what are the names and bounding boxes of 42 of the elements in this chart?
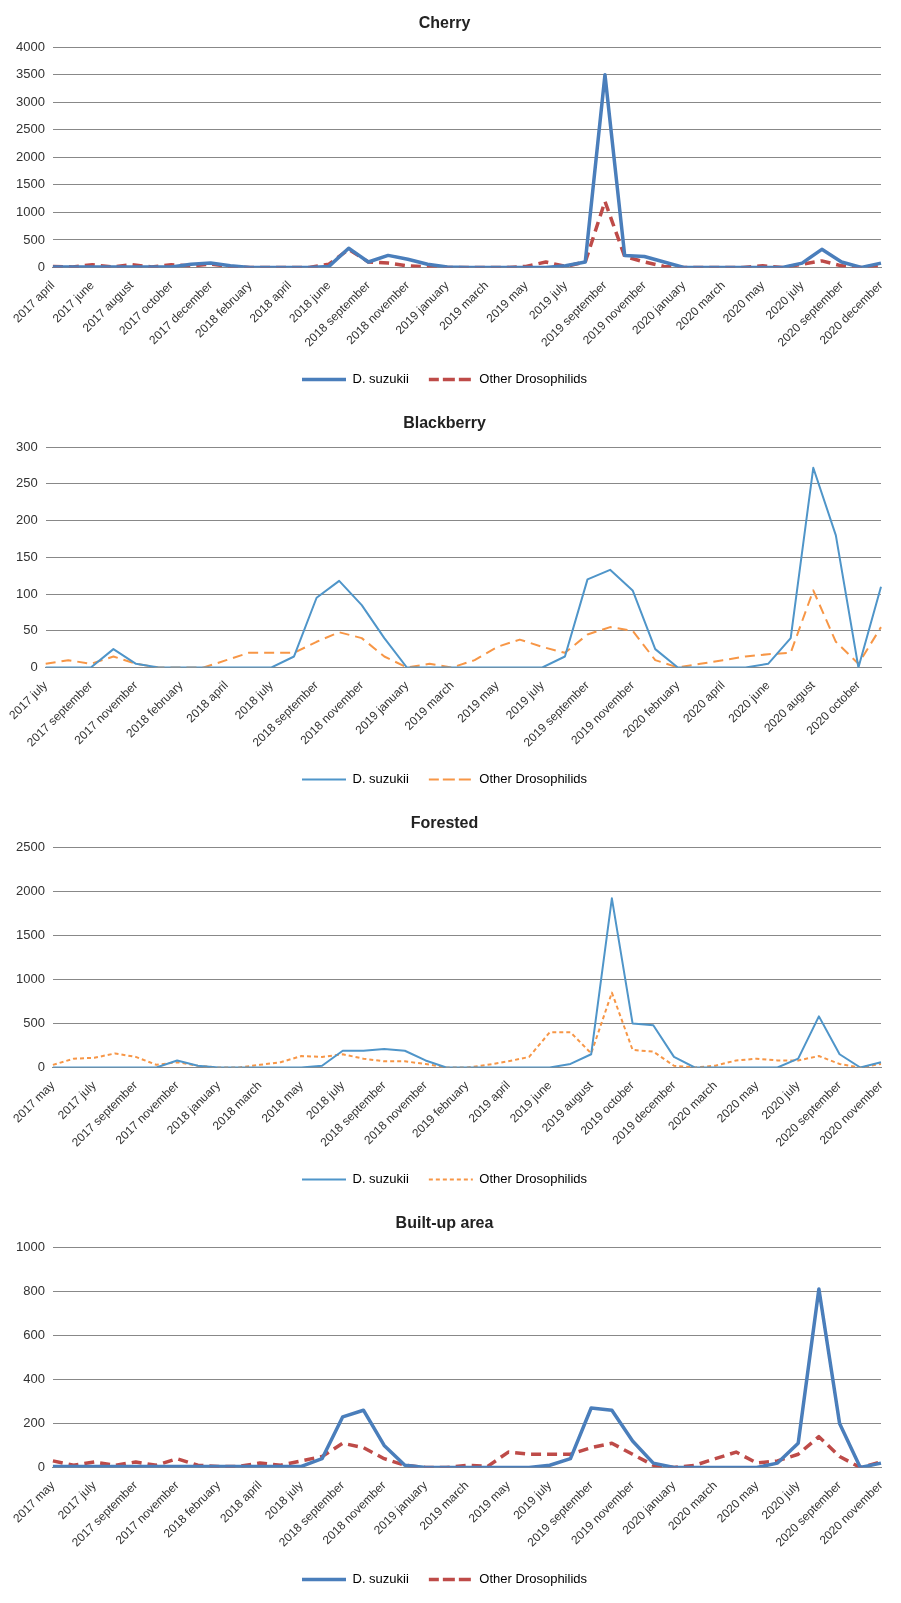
chart-title: Blackberry	[403, 414, 486, 432]
legend-label: D. suzukii	[352, 1571, 409, 1587]
legend-label: D. suzukii	[352, 771, 409, 787]
y-tick-label: 2500	[16, 838, 45, 854]
y-tick-label: 2000	[16, 148, 45, 164]
chart-title: Cherry	[418, 14, 471, 32]
y-tick-label: 0	[37, 259, 45, 275]
chart-title: Forested	[410, 814, 479, 832]
y-tick-label: 300	[15, 438, 38, 454]
y-tick-label: 600	[23, 1326, 45, 1342]
y-tick-label: 0	[37, 1059, 45, 1075]
y-tick-label: 50	[23, 622, 38, 638]
y-tick-label: 1000	[16, 970, 45, 986]
y-tick-label: 2000	[16, 882, 45, 898]
legend-label: D. suzukii	[352, 371, 409, 387]
y-tick-label: 250	[15, 475, 38, 491]
y-tick-label: 100	[15, 585, 38, 601]
y-tick-label: 0	[37, 1459, 45, 1475]
legend-label: Other Drosophilids	[479, 771, 588, 787]
y-tick-label: 500	[23, 1015, 45, 1031]
y-tick-label: 800	[23, 1282, 45, 1298]
y-tick-label: 1500	[16, 176, 45, 192]
y-tick-label: 150	[15, 548, 38, 564]
y-tick-label: 200	[15, 512, 38, 528]
legend-label: Other Drosophilids	[479, 371, 588, 387]
legend-label: Other Drosophilids	[479, 1571, 588, 1587]
y-tick-label: 200	[23, 1415, 45, 1431]
y-tick-label: 500	[23, 231, 45, 247]
legend-label: D. suzukii	[352, 1171, 409, 1187]
y-tick-label: 1000	[16, 204, 45, 219]
line-series	[51, 991, 882, 1068]
line-series	[44, 589, 882, 668]
y-tick-label: 3000	[16, 93, 45, 109]
y-tick-label: 4000	[16, 38, 45, 54]
y-tick-label: 1500	[16, 926, 45, 942]
legend-label: Other Drosophilids	[479, 1171, 588, 1187]
y-tick-label: 3500	[16, 66, 45, 82]
y-tick-label: 2500	[16, 121, 45, 137]
y-tick-label: 0	[30, 659, 38, 675]
chart-title: Built-up area	[395, 1214, 494, 1232]
y-tick-label: 1000	[16, 1238, 45, 1254]
y-tick-label: 400	[23, 1370, 45, 1386]
